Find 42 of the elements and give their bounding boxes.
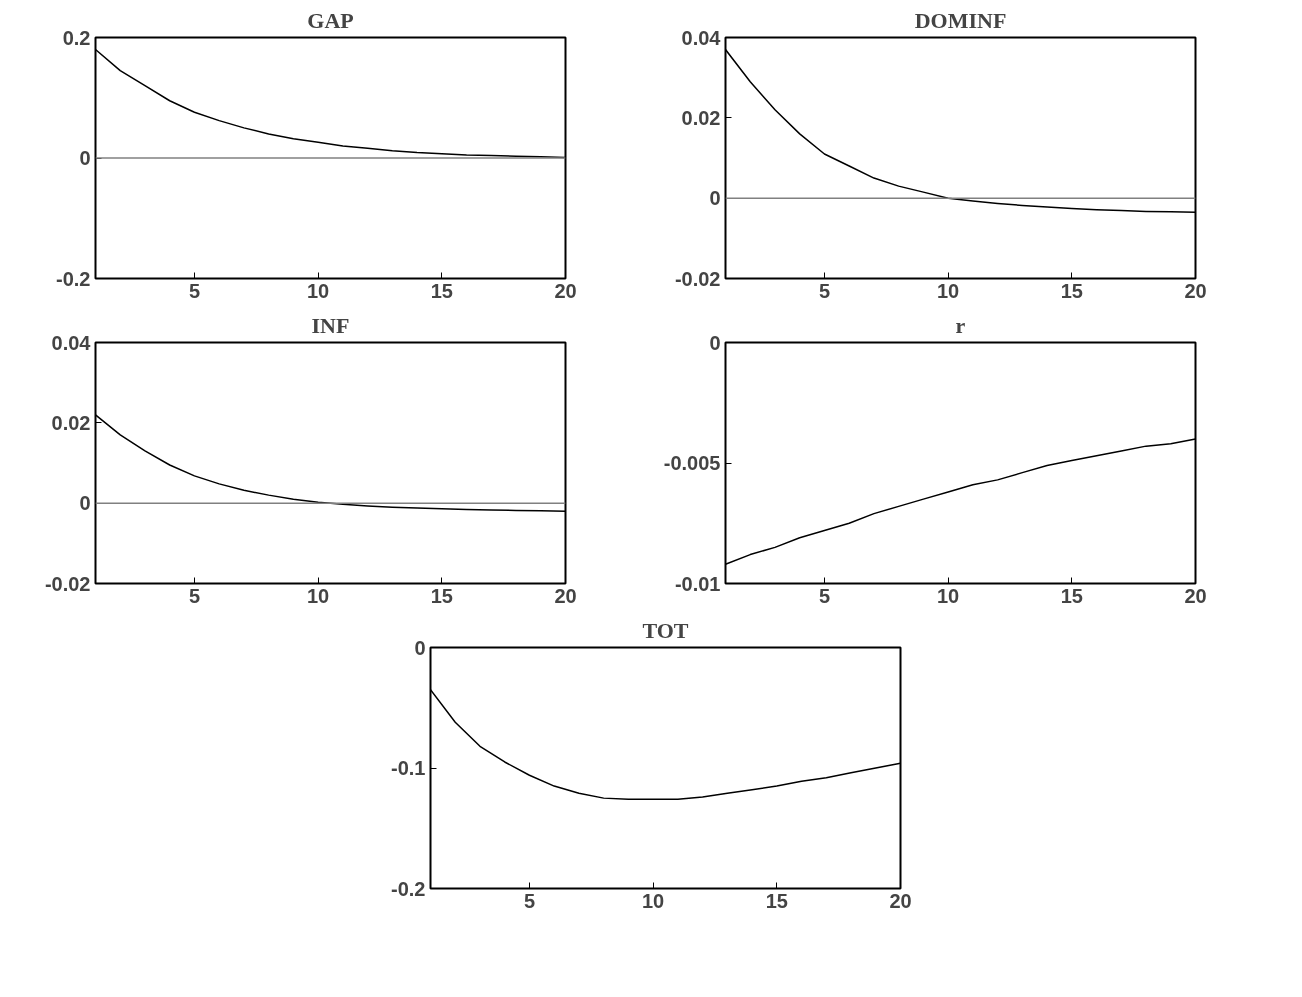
x-tick-label: 5 <box>188 279 201 302</box>
chart-title: TOT <box>642 617 689 643</box>
x-tick-label: 20 <box>554 279 577 302</box>
chart-title: INF <box>311 312 350 338</box>
x-tick-label: 20 <box>554 584 577 607</box>
y-tick-label: 0.02 <box>681 106 721 129</box>
x-tick-label: 5 <box>523 889 536 912</box>
y-tick-label: -0.005 <box>663 452 721 474</box>
x-tick-label: 5 <box>818 584 831 607</box>
chart-title: GAP <box>307 7 354 33</box>
x-tick-label: 10 <box>937 584 960 607</box>
x-tick-label: 15 <box>430 584 453 607</box>
y-tick-label: 0 <box>79 147 91 169</box>
x-tick-label: 10 <box>642 889 665 912</box>
x-tick-label: 20 <box>1184 279 1207 302</box>
x-tick-label: 20 <box>1184 584 1207 607</box>
y-tick-label: 0.04 <box>51 331 92 354</box>
chart-title: DOMINF <box>914 7 1007 33</box>
x-tick-label: 10 <box>937 279 960 302</box>
y-tick-label: 0 <box>79 492 91 515</box>
y-tick-label: -0.01 <box>674 572 721 595</box>
y-tick-label: 0 <box>709 331 721 354</box>
y-tick-label: -0.1 <box>391 757 426 779</box>
y-tick-label: 0.2 <box>62 26 91 49</box>
y-tick-label: -0.2 <box>391 877 426 900</box>
x-tick-label: 15 <box>765 889 788 912</box>
y-tick-label: -0.2 <box>56 267 91 290</box>
x-tick-label: 10 <box>307 279 330 302</box>
y-tick-label: 0 <box>414 636 426 659</box>
y-tick-label: -0.02 <box>44 572 91 595</box>
x-tick-label: 15 <box>1060 279 1083 302</box>
x-tick-label: 5 <box>188 584 201 607</box>
y-tick-label: 0 <box>709 187 721 210</box>
x-tick-label: 20 <box>889 889 912 912</box>
x-tick-label: 5 <box>818 279 831 302</box>
y-tick-label: 0.02 <box>51 411 91 434</box>
x-tick-label: 15 <box>430 279 453 302</box>
y-tick-label: -0.02 <box>674 267 721 290</box>
y-tick-label: 0.04 <box>681 26 722 49</box>
chart-title: r <box>955 312 966 338</box>
x-tick-label: 10 <box>307 584 330 607</box>
x-tick-label: 15 <box>1060 584 1083 607</box>
